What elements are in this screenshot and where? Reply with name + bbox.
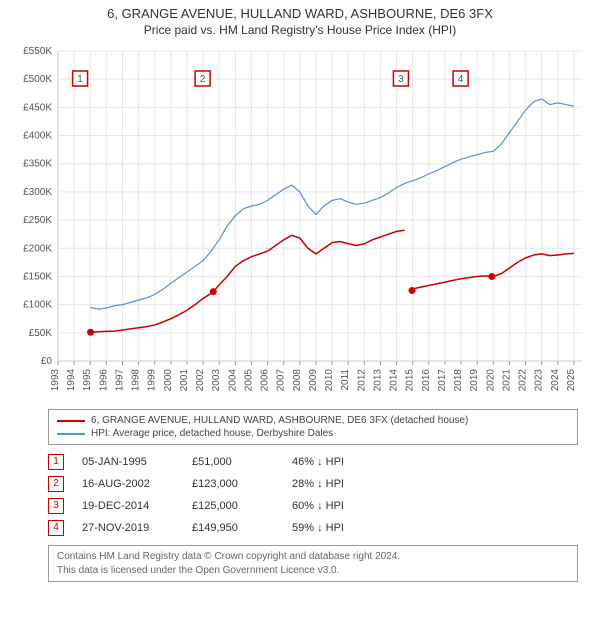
svg-text:£200K: £200K <box>23 243 52 254</box>
chart-svg: £0 £50K £100K £150K £200K £250K £300K £350K £400… <box>10 43 590 403</box>
svg-text:1997: 1997 <box>114 369 125 392</box>
svg-text:2012: 2012 <box>356 369 367 392</box>
svg-text:2010: 2010 <box>324 369 335 392</box>
svg-text:2006: 2006 <box>260 369 271 392</box>
svg-text:3: 3 <box>398 74 404 85</box>
legend-item: HPI: Average price, detached house, Derb… <box>57 427 569 440</box>
svg-text:2017: 2017 <box>437 369 448 392</box>
svg-text:2024: 2024 <box>550 369 561 392</box>
svg-text:£50K: £50K <box>29 328 53 339</box>
transaction-row: 2 16-AUG-2002£123,00028% ↓ HPI <box>48 473 578 495</box>
transaction-marker: 1 <box>48 454 64 470</box>
svg-text:4: 4 <box>458 74 464 85</box>
transaction-date: 05-JAN-1995 <box>82 456 192 468</box>
svg-text:£450K: £450K <box>23 102 52 113</box>
svg-text:1996: 1996 <box>98 369 109 392</box>
legend-swatch <box>57 433 85 435</box>
legend-item: 6, GRANGE AVENUE, HULLAND WARD, ASHBOURN… <box>57 414 569 427</box>
footer-line1: Contains HM Land Registry data © Crown c… <box>57 550 569 564</box>
transaction-price: £51,000 <box>192 456 292 468</box>
transactions-table: 1 05-JAN-1995£51,00046% ↓ HPI 2 16-AUG-2002… <box>48 451 578 539</box>
legend-label: 6, GRANGE AVENUE, HULLAND WARD, ASHBOURN… <box>91 415 468 426</box>
svg-text:2023: 2023 <box>534 369 545 392</box>
transaction-price: £123,000 <box>192 478 292 490</box>
page: 6, GRANGE AVENUE, HULLAND WARD, ASHBOURN… <box>0 0 600 592</box>
svg-text:2025: 2025 <box>566 369 577 392</box>
svg-text:£250K: £250K <box>23 215 52 226</box>
svg-text:2000: 2000 <box>163 369 174 392</box>
chart-subtitle: Price paid vs. HM Land Registry's House … <box>10 23 590 37</box>
transaction-pct: 59% ↓ HPI <box>292 522 412 534</box>
svg-text:1994: 1994 <box>66 369 77 392</box>
transaction-price: £149,950 <box>192 522 292 534</box>
svg-text:2015: 2015 <box>405 369 416 392</box>
transaction-pct: 46% ↓ HPI <box>292 456 412 468</box>
svg-text:£400K: £400K <box>23 131 52 142</box>
svg-text:2008: 2008 <box>292 369 303 392</box>
transaction-row: 3 19-DEC-2014£125,00060% ↓ HPI <box>48 495 578 517</box>
svg-text:2002: 2002 <box>195 369 206 392</box>
svg-text:£500K: £500K <box>23 74 52 85</box>
svg-text:2: 2 <box>200 74 206 85</box>
svg-text:1995: 1995 <box>82 369 93 392</box>
transaction-marker: 2 <box>48 476 64 492</box>
svg-text:2003: 2003 <box>211 369 222 392</box>
transaction-date: 19-DEC-2014 <box>82 500 192 512</box>
svg-text:1999: 1999 <box>147 369 158 392</box>
transaction-row: 1 05-JAN-1995£51,00046% ↓ HPI <box>48 451 578 473</box>
svg-text:1: 1 <box>77 74 83 85</box>
chart-title: 6, GRANGE AVENUE, HULLAND WARD, ASHBOURN… <box>10 6 590 21</box>
svg-text:2005: 2005 <box>243 369 254 392</box>
svg-text:£100K: £100K <box>23 300 52 311</box>
svg-text:£350K: £350K <box>23 159 52 170</box>
chart: £0 £50K £100K £150K £200K £250K £300K £350K £400… <box>10 43 590 403</box>
svg-text:2011: 2011 <box>340 369 351 391</box>
svg-text:2020: 2020 <box>485 369 496 392</box>
svg-text:£550K: £550K <box>23 46 52 57</box>
svg-text:1993: 1993 <box>50 369 61 392</box>
svg-text:2007: 2007 <box>276 369 287 392</box>
transaction-date: 16-AUG-2002 <box>82 478 192 490</box>
legend-label: HPI: Average price, detached house, Derb… <box>91 428 333 439</box>
transaction-marker: 3 <box>48 498 64 514</box>
svg-text:2016: 2016 <box>421 369 432 392</box>
svg-text:2021: 2021 <box>501 369 512 392</box>
footer-attribution: Contains HM Land Registry data © Crown c… <box>48 545 578 582</box>
transaction-price: £125,000 <box>192 500 292 512</box>
legend: 6, GRANGE AVENUE, HULLAND WARD, ASHBOURN… <box>48 409 578 445</box>
svg-text:2014: 2014 <box>389 369 400 392</box>
legend-swatch <box>57 420 85 422</box>
transaction-marker: 4 <box>48 520 64 536</box>
svg-text:£150K: £150K <box>23 271 52 282</box>
svg-text:2009: 2009 <box>308 369 319 392</box>
svg-text:£300K: £300K <box>23 187 52 198</box>
footer-line2: This data is licensed under the Open Gov… <box>57 564 569 578</box>
svg-text:2013: 2013 <box>372 369 383 392</box>
svg-text:£0: £0 <box>41 356 53 367</box>
svg-text:2018: 2018 <box>453 369 464 392</box>
transaction-pct: 28% ↓ HPI <box>292 478 412 490</box>
svg-text:2022: 2022 <box>518 369 529 392</box>
svg-text:1998: 1998 <box>131 369 142 392</box>
svg-text:2001: 2001 <box>179 369 190 392</box>
transaction-row: 4 27-NOV-2019£149,95059% ↓ HPI <box>48 517 578 539</box>
transaction-date: 27-NOV-2019 <box>82 522 192 534</box>
transaction-pct: 60% ↓ HPI <box>292 500 412 512</box>
svg-text:2019: 2019 <box>469 369 480 392</box>
svg-text:2004: 2004 <box>227 369 238 392</box>
